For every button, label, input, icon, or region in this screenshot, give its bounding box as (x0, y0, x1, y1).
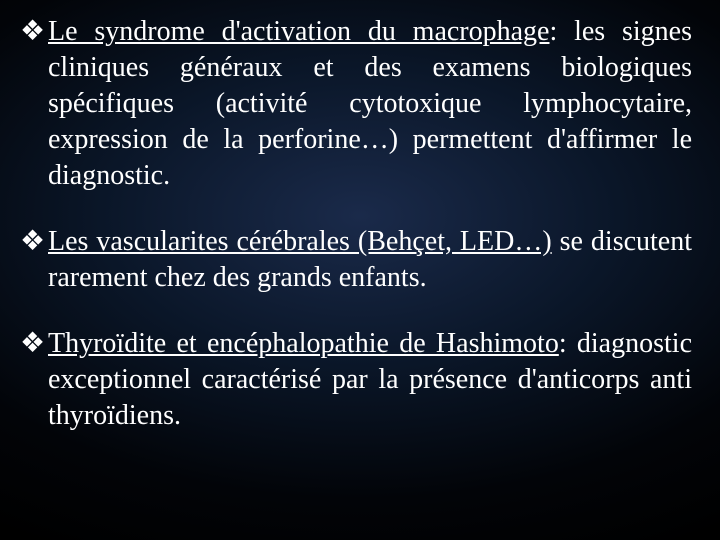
bullet-text: Thyroïdite et encéphalopathie de Hashimo… (48, 326, 692, 434)
bullet-item: ❖ Les vascularites cérébrales (Behçet, L… (20, 224, 692, 296)
diamond-bullet-icon: ❖ (20, 224, 48, 260)
diamond-bullet-icon: ❖ (20, 14, 48, 50)
bullet-item: ❖ Le syndrome d'activation du macrophage… (20, 14, 692, 194)
underlined-heading: Le syndrome d'activation du macrophage (48, 16, 549, 47)
bullet-text: Les vascularites cérébrales (Behçet, LED… (48, 224, 692, 296)
diamond-bullet-icon: ❖ (20, 326, 48, 362)
underlined-heading: Les vascularites cérébrales (Behçet, LED… (48, 226, 552, 257)
underlined-heading: Thyroïdite et encéphalopathie de Hashimo… (48, 328, 559, 359)
slide-container: ❖ Le syndrome d'activation du macrophage… (0, 0, 720, 540)
bullet-item: ❖ Thyroïdite et encéphalopathie de Hashi… (20, 326, 692, 434)
bullet-text: Le syndrome d'activation du macrophage: … (48, 14, 692, 194)
